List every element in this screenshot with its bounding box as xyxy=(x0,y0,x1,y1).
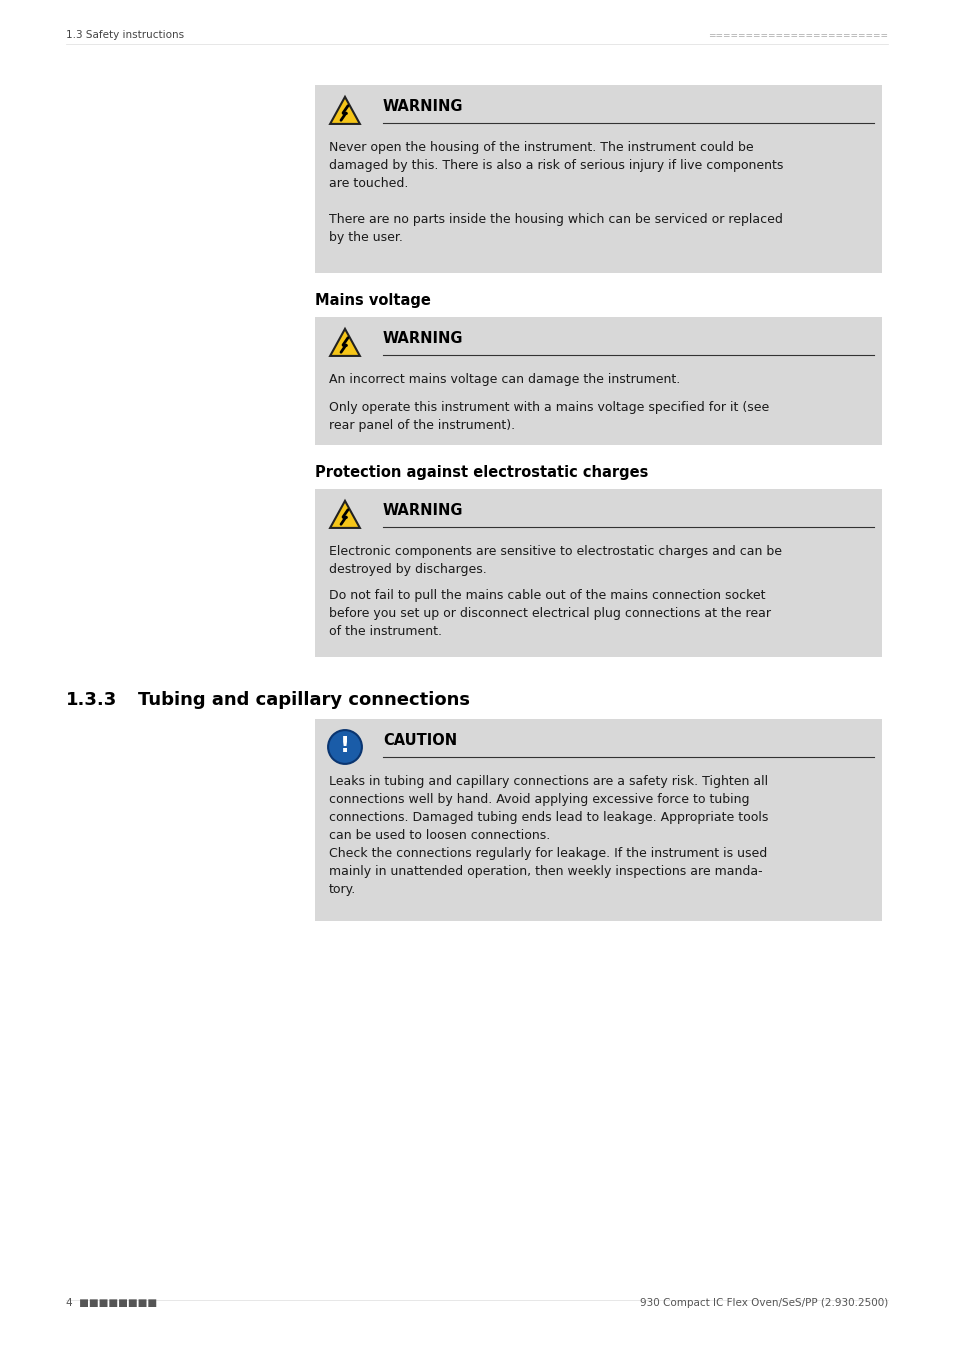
Text: An incorrect mains voltage can damage the instrument.: An incorrect mains voltage can damage th… xyxy=(329,373,679,386)
Text: 1.3.3: 1.3.3 xyxy=(66,691,117,709)
Text: 1.3 Safety instructions: 1.3 Safety instructions xyxy=(66,30,184,40)
Circle shape xyxy=(328,730,361,764)
Text: ========================: ======================== xyxy=(707,31,887,40)
FancyBboxPatch shape xyxy=(314,317,882,446)
Text: 4  ■■■■■■■■: 4 ■■■■■■■■ xyxy=(66,1297,157,1308)
Text: Leaks in tubing and capillary connections are a safety risk. Tighten all
connect: Leaks in tubing and capillary connection… xyxy=(329,775,767,842)
Text: WARNING: WARNING xyxy=(382,504,463,518)
Text: WARNING: WARNING xyxy=(382,331,463,346)
Text: 930 Compact IC Flex Oven/SeS/PP (2.930.2500): 930 Compact IC Flex Oven/SeS/PP (2.930.2… xyxy=(639,1297,887,1308)
Text: Protection against electrostatic charges: Protection against electrostatic charges xyxy=(314,464,648,481)
Polygon shape xyxy=(330,329,359,356)
Text: Electronic components are sensitive to electrostatic charges and can be
destroye: Electronic components are sensitive to e… xyxy=(329,545,781,576)
Text: Tubing and capillary connections: Tubing and capillary connections xyxy=(138,691,470,709)
Text: WARNING: WARNING xyxy=(382,99,463,113)
Text: Check the connections regularly for leakage. If the instrument is used
mainly in: Check the connections regularly for leak… xyxy=(329,846,766,896)
Text: Do not fail to pull the mains cable out of the mains connection socket
before yo: Do not fail to pull the mains cable out … xyxy=(329,589,770,639)
Polygon shape xyxy=(330,97,359,124)
FancyBboxPatch shape xyxy=(314,85,882,273)
Text: !: ! xyxy=(339,736,350,756)
Text: Mains voltage: Mains voltage xyxy=(314,293,431,308)
Text: There are no parts inside the housing which can be serviced or replaced
by the u: There are no parts inside the housing wh… xyxy=(329,213,782,244)
FancyBboxPatch shape xyxy=(314,720,882,921)
Text: Only operate this instrument with a mains voltage specified for it (see
rear pan: Only operate this instrument with a main… xyxy=(329,401,768,432)
Text: Never open the housing of the instrument. The instrument could be
damaged by thi: Never open the housing of the instrument… xyxy=(329,140,782,190)
Text: CAUTION: CAUTION xyxy=(382,733,456,748)
FancyBboxPatch shape xyxy=(314,489,882,657)
Polygon shape xyxy=(330,501,359,528)
